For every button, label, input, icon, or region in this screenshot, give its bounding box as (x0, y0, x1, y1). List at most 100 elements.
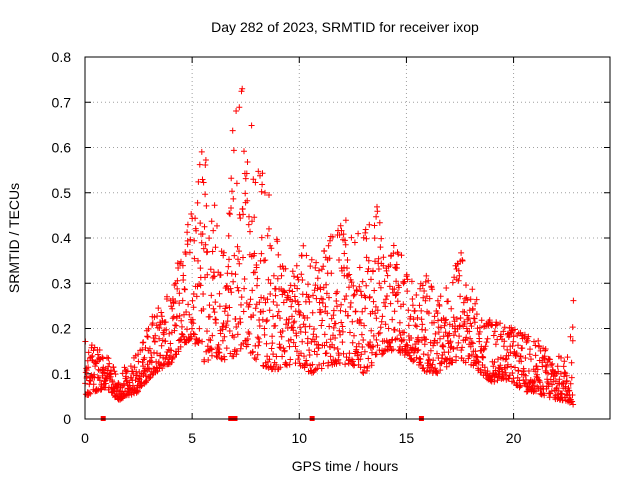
data-point (276, 344, 283, 351)
data-point (497, 320, 504, 327)
chart-title: Day 282 of 2023, SRMTID for receiver ixo… (211, 19, 479, 35)
data-point (232, 271, 239, 278)
data-point (146, 345, 153, 352)
data-point (404, 288, 411, 295)
data-point (240, 308, 247, 315)
data-point (371, 235, 378, 242)
data-point (186, 336, 193, 343)
data-point (286, 287, 293, 294)
data-point (262, 299, 269, 306)
data-point (419, 282, 426, 289)
data-point (323, 350, 330, 357)
data-point (317, 309, 324, 316)
data-point (139, 346, 146, 353)
data-point (127, 363, 134, 370)
data-point (289, 298, 296, 305)
data-point (233, 180, 240, 187)
data-point (313, 259, 320, 266)
y-tick-label: 0.8 (52, 49, 72, 65)
data-point (337, 307, 344, 314)
data-point (499, 374, 506, 381)
data-point (337, 222, 344, 229)
data-point (87, 378, 94, 384)
data-point (211, 273, 218, 280)
y-tick-label: 0.7 (52, 94, 72, 110)
data-point (200, 291, 207, 297)
data-point (382, 296, 389, 303)
data-point (374, 208, 381, 215)
data-point (461, 321, 468, 327)
data-point (202, 157, 209, 163)
data-point (125, 390, 132, 397)
data-point (436, 303, 443, 309)
data-point (248, 122, 255, 129)
data-point (369, 349, 375, 356)
data-point (237, 215, 244, 222)
data-point (182, 251, 189, 257)
data-point (467, 343, 474, 350)
data-point (259, 181, 266, 188)
data-point (239, 85, 246, 92)
data-point (287, 336, 294, 343)
data-point (210, 305, 217, 312)
data-point (400, 301, 407, 308)
data-point (375, 266, 382, 272)
data-point (319, 296, 326, 303)
data-point (364, 268, 371, 275)
data-point (377, 324, 384, 331)
data-point (368, 362, 375, 369)
data-point (255, 168, 262, 175)
data-point (419, 321, 426, 328)
y-tick-label: 0.2 (52, 321, 72, 337)
data-point (341, 250, 348, 257)
data-point (320, 360, 327, 367)
data-point (278, 272, 285, 279)
data-point (510, 333, 517, 340)
data-point (365, 265, 372, 272)
plot-frame (84, 56, 611, 420)
data-point (475, 359, 482, 366)
data-point (258, 188, 265, 195)
data-point (230, 278, 237, 285)
data-point (235, 287, 242, 294)
data-point (153, 364, 160, 371)
data-point (244, 197, 251, 204)
data-point (544, 370, 551, 377)
data-point (223, 345, 230, 352)
data-point (272, 292, 279, 299)
data-point (157, 321, 164, 328)
data-point (459, 344, 466, 351)
data-point (545, 380, 552, 387)
data-point (342, 217, 349, 224)
data-point (352, 308, 359, 315)
data-point (323, 281, 330, 288)
data-point (158, 309, 165, 316)
data-point (437, 293, 444, 300)
data-point (195, 178, 202, 185)
data-point (469, 305, 476, 312)
data-point (376, 280, 383, 287)
data-point (425, 352, 431, 358)
data-point (420, 351, 427, 358)
data-point (370, 332, 377, 339)
y-axis-label: SRMTID / TECUs (6, 183, 22, 293)
data-point (389, 316, 396, 323)
data-point (515, 342, 521, 349)
data-point (286, 361, 293, 368)
data-point (349, 339, 356, 346)
data-point (418, 307, 425, 314)
data-point (306, 347, 313, 354)
data-point (327, 237, 333, 244)
data-point (429, 286, 436, 293)
data-point (312, 264, 319, 271)
data-point (230, 195, 237, 202)
data-point (408, 335, 415, 341)
data-point (327, 336, 334, 343)
data-point (190, 304, 197, 311)
data-point (261, 325, 268, 332)
data-point (347, 304, 354, 310)
x-axis-label: GPS time / hours (292, 458, 399, 474)
data-point (223, 322, 230, 329)
data-point (302, 329, 309, 336)
data-point (412, 322, 419, 329)
